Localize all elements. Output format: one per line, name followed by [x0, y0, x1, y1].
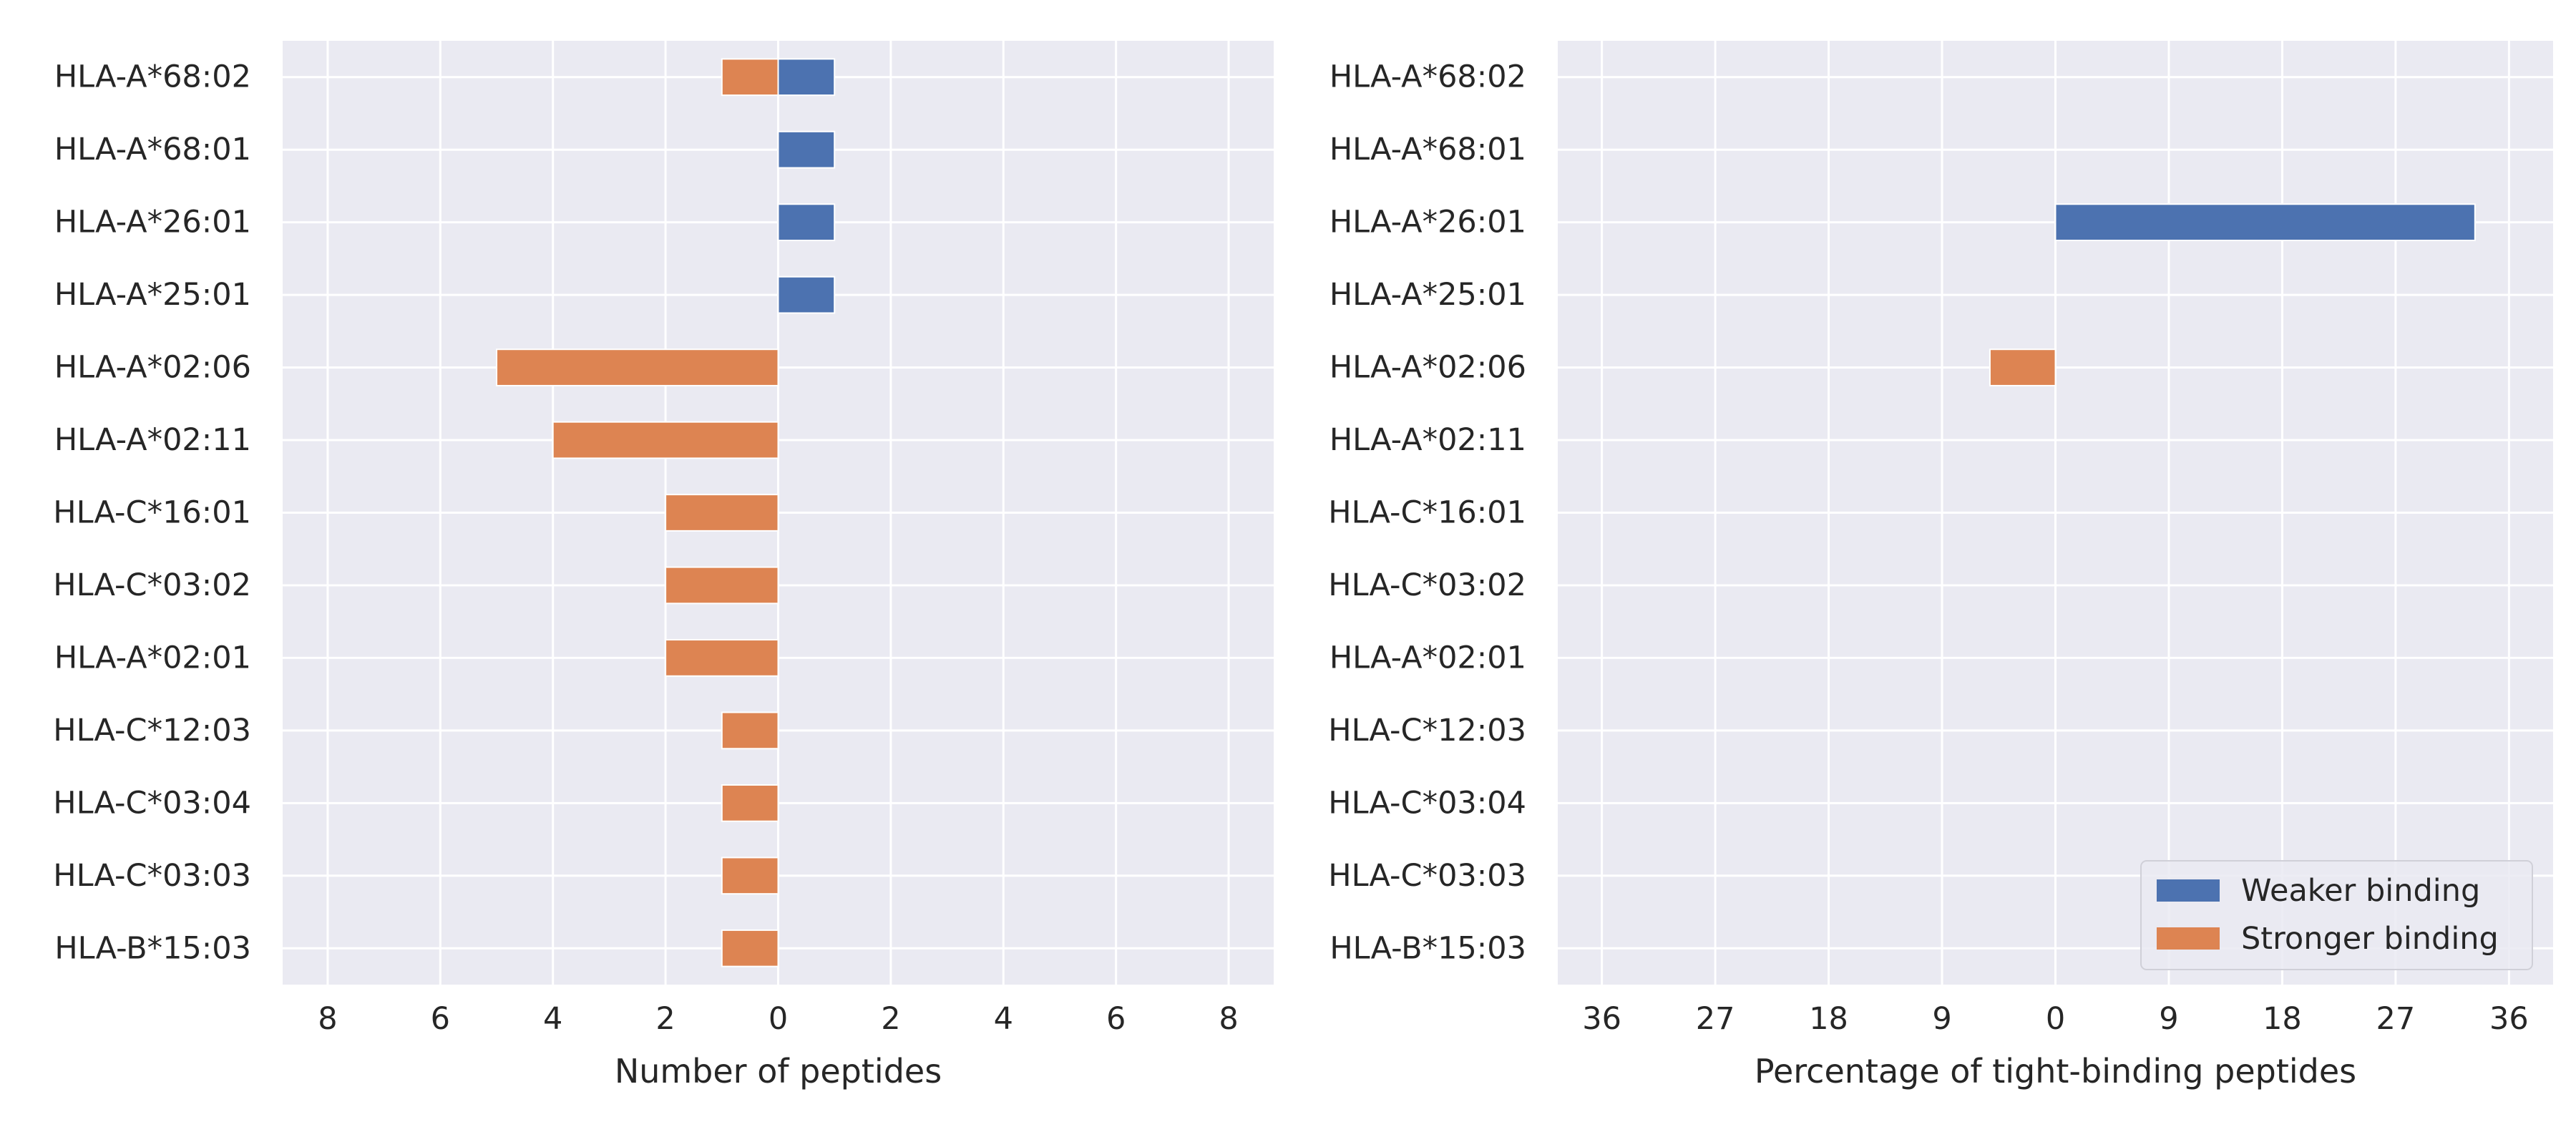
- right-y-tick-label: HLA-A*25:01: [1330, 277, 1526, 313]
- left-bar-stronger: [721, 929, 779, 967]
- left-x-tick-label: 6: [1106, 1001, 1126, 1037]
- right-y-tick-label: HLA-C*12:03: [1328, 713, 1526, 748]
- right-x-tick-label: 27: [2376, 1001, 2416, 1037]
- right-bar-weaker: [2054, 203, 2476, 242]
- left-bar-stronger: [665, 566, 779, 605]
- right-y-tick-label: HLA-C*03:02: [1328, 567, 1526, 603]
- right-x-tick-label: 27: [1696, 1001, 1735, 1037]
- right-x-axis-label: Percentage of tight-binding peptides: [1755, 1052, 2356, 1091]
- left-y-tick-label: HLA-C*03:04: [53, 785, 251, 821]
- left-x-tick-label: 4: [994, 1001, 1013, 1037]
- left-x-tick-label: 4: [543, 1001, 562, 1037]
- right-x-tick-label: 36: [1582, 1001, 1621, 1037]
- legend-label-weaker: Weaker binding: [2241, 873, 2480, 909]
- right-y-tick-label: HLA-B*15:03: [1330, 930, 1526, 966]
- legend-swatch-weaker: [2157, 879, 2220, 902]
- percentage-chart: HLA-A*68:02 HLA-A*68:01 HLA-A*26:01 HLA-A*2…: [1328, 41, 2553, 1091]
- left-y-tick-label: HLA-A*26:01: [54, 205, 251, 240]
- legend-label-stronger: Stronger binding: [2241, 921, 2499, 957]
- left-bar-stronger: [665, 494, 779, 532]
- left-y-tick-label: HLA-C*03:03: [53, 858, 251, 894]
- left-x-tick-label: 8: [318, 1001, 337, 1037]
- left-y-tick-label: HLA-A*68:01: [54, 132, 251, 167]
- left-bar-weaker: [777, 203, 836, 242]
- legend: Weaker binding Stronger binding: [2140, 860, 2533, 970]
- right-y-tick-label: HLA-C*03:04: [1328, 785, 1526, 821]
- left-y-tick-label: HLA-B*15:03: [54, 930, 251, 966]
- right-bar-stronger: [1989, 348, 2057, 386]
- right-x-tick-label: 0: [2046, 1001, 2065, 1037]
- left-y-tick-label: HLA-A*02:01: [54, 640, 251, 675]
- left-x-axis-label: Number of peptides: [615, 1052, 942, 1091]
- left-x-tick-label: 8: [1219, 1001, 1238, 1037]
- left-bar-stronger: [721, 857, 779, 895]
- left-bar-stronger: [496, 348, 779, 386]
- right-x-tick-label: 9: [1932, 1001, 1951, 1037]
- left-bar-stronger: [721, 784, 779, 822]
- left-y-tick-label: HLA-A*68:02: [54, 59, 251, 95]
- left-bar-stronger: [665, 639, 779, 677]
- left-bar-weaker: [777, 130, 836, 169]
- right-y-tick-label: HLA-A*26:01: [1330, 205, 1526, 240]
- right-y-tick-label: HLA-A*02:11: [1330, 422, 1526, 458]
- left-y-tick-label: HLA-A*02:11: [54, 422, 251, 458]
- left-y-tick-label: HLA-C*03:02: [53, 567, 251, 603]
- legend-swatch-stronger: [2157, 927, 2220, 950]
- left-y-tick-label: HLA-A*25:01: [54, 277, 251, 313]
- left-y-tick-label: HLA-C*12:03: [53, 713, 251, 748]
- right-x-tick-label: 36: [2489, 1001, 2529, 1037]
- right-x-tick-label: 18: [1809, 1001, 1848, 1037]
- legend-box: [2140, 860, 2533, 970]
- right-x-tick-label: 18: [2263, 1001, 2302, 1037]
- right-y-tick-label: HLA-C*03:03: [1328, 858, 1526, 894]
- left-bar-weaker: [777, 275, 836, 314]
- left-x-tick-label: 0: [769, 1001, 788, 1037]
- left-x-tick-label: 6: [431, 1001, 450, 1037]
- left-bar-stronger: [552, 421, 779, 459]
- right-x-tick-label: 9: [2159, 1001, 2178, 1037]
- right-y-tick-label: HLA-A*68:02: [1330, 59, 1526, 95]
- left-x-tick-label: 2: [655, 1001, 675, 1037]
- peptide-count-chart: HLA-A*68:02 HLA-A*68:01 HLA-A*26:01 HLA-A*2…: [53, 41, 1274, 1091]
- left-bar-weaker: [777, 58, 836, 97]
- right-y-tick-label: HLA-A*68:01: [1330, 132, 1526, 167]
- right-y-tick-label: HLA-A*02:06: [1330, 350, 1526, 386]
- right-y-tick-label: HLA-C*16:01: [1328, 495, 1526, 531]
- left-bar-stronger: [721, 711, 779, 750]
- right-y-tick-label: HLA-A*02:01: [1330, 640, 1526, 675]
- left-x-tick-label: 2: [881, 1001, 900, 1037]
- left-bar-stronger: [721, 58, 779, 97]
- left-y-tick-label: HLA-C*16:01: [53, 495, 251, 531]
- left-y-tick-label: HLA-A*02:06: [54, 350, 251, 386]
